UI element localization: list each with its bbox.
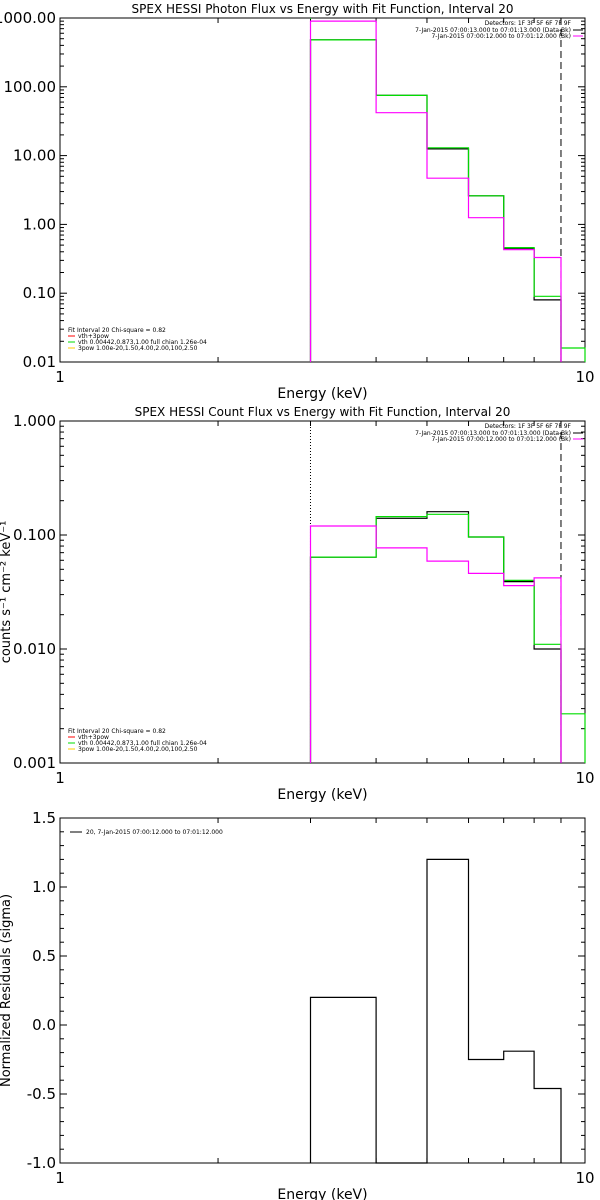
x-axis-label: Energy (keV) (277, 1187, 367, 1200)
count-flux-panel: SPEX HESSI Count Flux vs Energy with Fit… (0, 405, 595, 803)
x-tick-label: 1 (55, 769, 65, 787)
legend-header: Detectors: 1F 3F 5F 6F 7F 9F (485, 20, 572, 27)
legend-header: Fit Interval 20 Chi-square = 0.82 (68, 728, 166, 735)
legend-entry: 20, 7-Jan-2015 07:00:12.000 to 07:01:12.… (86, 829, 223, 836)
series-line-0 (309, 39, 562, 362)
x-axis-label: Energy (keV) (277, 386, 367, 402)
y-tick-label: 1000.00 (0, 9, 56, 27)
y-axis-label: counts s⁻¹ cm⁻² keV⁻¹ (0, 521, 14, 664)
series-line-1 (309, 513, 586, 763)
series-line-2 (309, 525, 562, 763)
chart-title: SPEX HESSI Count Flux vs Energy with Fit… (135, 405, 511, 419)
legend-entry: vth+3pow (78, 333, 109, 340)
legend-entry: 3pow 1.00e-20,1.50,4.00,2.00,100,2.50 (78, 345, 198, 352)
y-tick-label: 1.5 (32, 809, 56, 827)
y-tick-label: -0.5 (27, 1085, 56, 1103)
plot-frame (59, 817, 586, 1164)
x-tick-label: 10 (575, 368, 594, 386)
x-tick-label: 1 (55, 1169, 65, 1187)
legend-entry: 7-Jan-2015 07:00:13.000 to 07:01:13.000 … (415, 430, 571, 437)
y-tick-label: 1.000 (13, 412, 56, 430)
y-tick-label: 1.0 (32, 878, 56, 896)
y-tick-label: 1.00 (23, 215, 56, 233)
x-tick-label: 1 (55, 368, 65, 386)
y-tick-label: 0.100 (13, 526, 56, 544)
legend-entry: 7-Jan-2015 07:00:13.000 to 07:01:13.000 … (415, 27, 571, 34)
plot-frame (59, 420, 586, 764)
chart-title: SPEX HESSI Photon Flux vs Energy with Fi… (132, 2, 514, 16)
y-axis-label: Normalized Residuals (sigma) (0, 894, 14, 1087)
x-tick-label: 10 (575, 1169, 594, 1187)
plot-frame (59, 17, 586, 363)
photon-flux-panel: SPEX HESSI Photon Flux vs Energy with Fi… (0, 2, 595, 402)
residuals-panel: 1.5 1.0 0.5 0.0 -0.5 -1.01 10 Energy (keV) Norma… (0, 809, 595, 1200)
y-tick-label: 0.5 (32, 947, 56, 965)
y-tick-label: 10.00 (13, 147, 56, 165)
y-tick-label: 0.0 (32, 1016, 56, 1034)
legend-header: Detectors: 1F 3F 5F 6F 7F 9F (485, 423, 572, 430)
legend-entry: 3pow 1.00e-20,1.50,4.00,2.00,100,2.50 (78, 746, 198, 753)
series-line-0 (309, 858, 562, 1164)
y-tick-label: 0.010 (13, 640, 56, 658)
series-line-0 (309, 511, 562, 763)
series-line-2 (309, 20, 562, 362)
legend-entry: 7-Jan-2015 07:00:12.000 to 07:01:12.000 … (431, 436, 571, 443)
y-tick-label: 100.00 (4, 78, 57, 96)
legend-entry: vth 0.00442,0.873,1.00 full chian 1.26e-… (78, 740, 207, 747)
series-line-1 (309, 39, 586, 362)
y-tick-label: 0.01 (23, 353, 56, 371)
x-axis-label: Energy (keV) (277, 787, 367, 803)
legend-entry: 7-Jan-2015 07:00:12.000 to 07:01:12.000 … (431, 33, 571, 40)
legend-header: Fit Interval 20 Chi-square = 0.82 (68, 327, 166, 334)
y-tick-label: 0.001 (13, 754, 56, 772)
legend-entry: vth 0.00442,0.873,1.00 full chian 1.26e-… (78, 339, 207, 346)
legend-entry: vth+3pow (78, 734, 109, 741)
y-tick-label: 0.10 (23, 284, 56, 302)
x-tick-label: 10 (575, 769, 594, 787)
y-tick-label: -1.0 (27, 1154, 56, 1172)
